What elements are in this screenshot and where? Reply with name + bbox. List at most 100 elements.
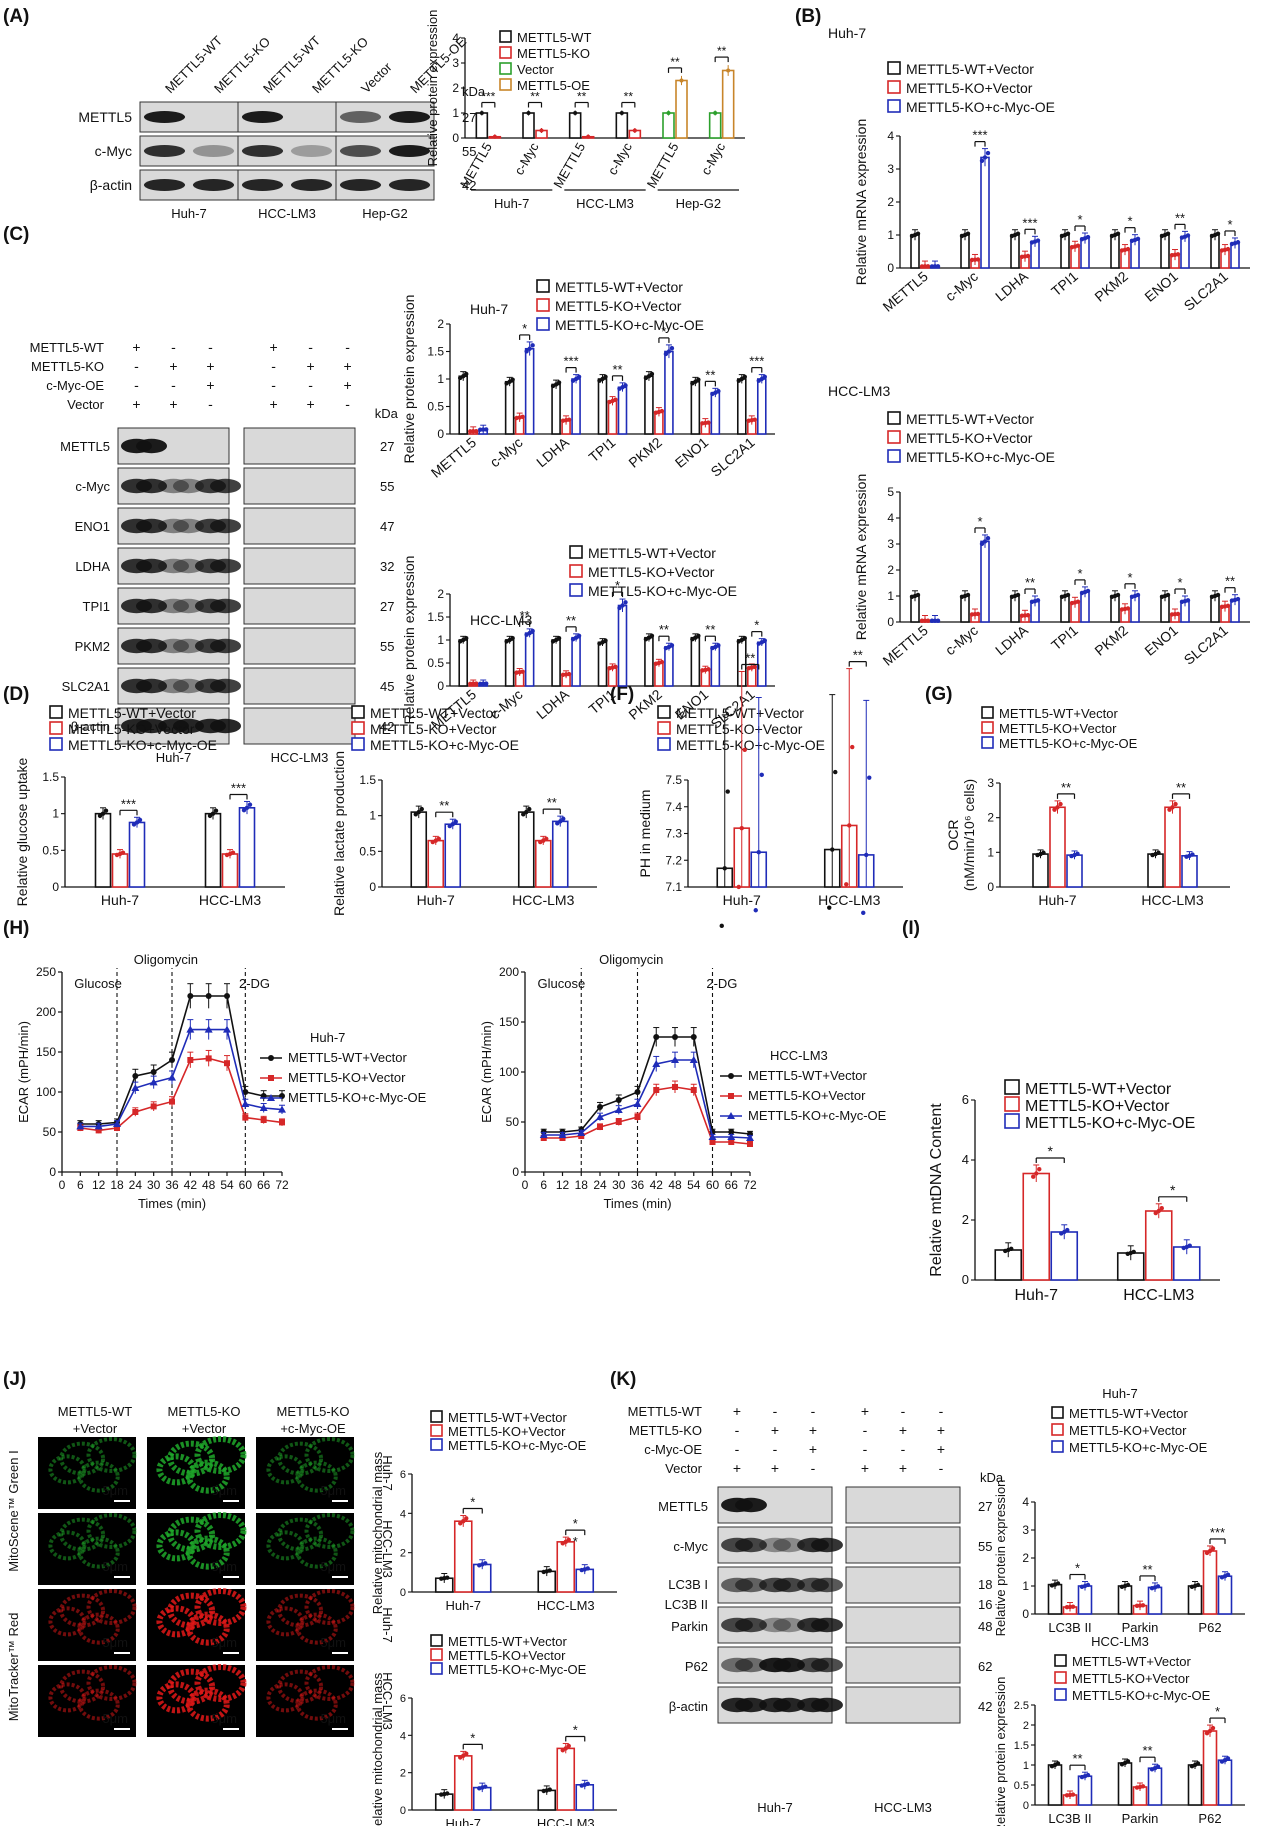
data-point — [100, 811, 106, 816]
data-point — [585, 1781, 590, 1786]
data-point — [597, 1124, 603, 1130]
data-point — [524, 809, 529, 815]
bar — [534, 839, 552, 888]
kda-label: 32 — [380, 559, 394, 574]
legend-swatch — [657, 737, 671, 751]
data-point — [666, 349, 672, 354]
lane-label: Vector — [358, 59, 395, 96]
legend-swatch — [430, 1438, 443, 1451]
data-point — [1015, 592, 1021, 598]
data-point — [210, 811, 216, 816]
legend-swatch — [657, 705, 671, 719]
legend-marker — [727, 1112, 735, 1119]
data-point — [713, 111, 718, 115]
blot-row-label: METTL5 — [60, 439, 110, 454]
blot-strip — [845, 1646, 961, 1684]
blot-band — [192, 179, 235, 191]
y-axis-label: Relative mRNA expression — [853, 474, 869, 641]
legend-swatch — [887, 61, 901, 75]
y-axis-label: Relative mitochondrial mass — [370, 1672, 385, 1826]
sign-mark: - — [208, 396, 213, 412]
x-tick-label: 24 — [129, 1178, 143, 1192]
group-label: Hep-G2 — [676, 196, 722, 211]
panel-letter: (I) — [902, 918, 920, 939]
blot-band — [811, 1577, 843, 1593]
bar — [458, 375, 469, 435]
data-point — [833, 769, 838, 775]
sign-mark: + — [307, 396, 315, 412]
scale-bar-label: 5μm — [320, 1483, 346, 1498]
kda-label: 45 — [380, 679, 394, 694]
data-point — [492, 134, 497, 139]
legend-swatch — [1054, 1688, 1067, 1701]
category-label: LC3B II — [1048, 1811, 1091, 1826]
cell-signal — [277, 1593, 324, 1628]
data-point — [576, 633, 582, 638]
data-point — [719, 923, 724, 929]
condition-label: METTL5-KO — [31, 359, 104, 374]
data-point — [213, 808, 219, 813]
sign-mark: + — [206, 358, 214, 374]
legend-swatch — [1051, 1406, 1064, 1419]
y-tick-label: 2 — [437, 317, 444, 331]
blot-band — [157, 518, 190, 534]
legend-swatch — [536, 279, 550, 293]
x-tick-label: 66 — [725, 1178, 739, 1192]
blot-band — [773, 1657, 805, 1673]
y-axis-label: Relative mRNA expression — [853, 119, 869, 286]
y-tick-label: 1 — [1023, 1760, 1029, 1772]
data-point — [1225, 603, 1231, 608]
sign-mark: + — [206, 377, 214, 393]
legend-entry: METTL5-WT+Vector — [1072, 1654, 1191, 1669]
data-point — [725, 789, 730, 794]
y-axis-label: Relative mtDNA Content — [928, 1103, 945, 1277]
sign-mark: - — [208, 339, 213, 355]
data-point — [925, 264, 931, 269]
data-point — [1173, 801, 1178, 807]
cell-signal — [295, 1688, 338, 1721]
data-point — [615, 1097, 622, 1103]
sign-mark: - — [901, 1403, 906, 1419]
blot-strip — [243, 587, 356, 625]
data-point — [464, 635, 469, 641]
legend-entry: METTL5-KO+Vector — [748, 1088, 866, 1103]
data-point — [752, 664, 757, 670]
data-point — [1025, 253, 1031, 259]
kda-label: 42 — [978, 1699, 992, 1714]
y-tick-label: 4 — [400, 1508, 406, 1520]
category-label: LDHA — [533, 434, 572, 471]
legend-entry: METTL5-KO+Vector — [906, 430, 1033, 446]
bar — [675, 79, 688, 139]
group-label: Huh-7 — [494, 196, 529, 211]
bar — [756, 641, 767, 687]
panel-letter: (J) — [3, 1369, 26, 1390]
data-point — [985, 150, 991, 156]
cell-signal — [167, 1516, 216, 1553]
sig-label: ** — [439, 798, 449, 813]
y-tick-label: 0 — [49, 1165, 56, 1179]
data-point — [547, 1568, 552, 1573]
data-point — [1225, 246, 1231, 252]
kda-label: 42 — [380, 719, 394, 734]
y-tick-label: 0 — [1022, 1607, 1029, 1621]
y-tick-label: 5 — [887, 485, 894, 499]
y-tick-label: 3 — [887, 162, 894, 176]
bar — [1202, 1730, 1218, 1806]
blot-band — [192, 145, 235, 157]
cell-signal — [59, 1593, 106, 1628]
sig-label: * — [1077, 566, 1082, 581]
sign-mark: - — [271, 358, 276, 374]
data-point — [1175, 252, 1181, 257]
cell-signal — [194, 1588, 247, 1626]
data-point — [1167, 807, 1172, 812]
column-label: +Vector — [182, 1421, 227, 1436]
data-point — [445, 1575, 450, 1580]
micrograph — [256, 1589, 354, 1661]
sign-mark: + — [771, 1460, 779, 1476]
blot-row-label: LC3B II — [665, 1597, 708, 1612]
micrograph — [256, 1513, 354, 1585]
data-point — [613, 664, 618, 670]
data-point — [979, 158, 985, 163]
group-label: Huh-7 — [757, 1800, 792, 1815]
y-tick-label: 2 — [400, 1768, 406, 1780]
